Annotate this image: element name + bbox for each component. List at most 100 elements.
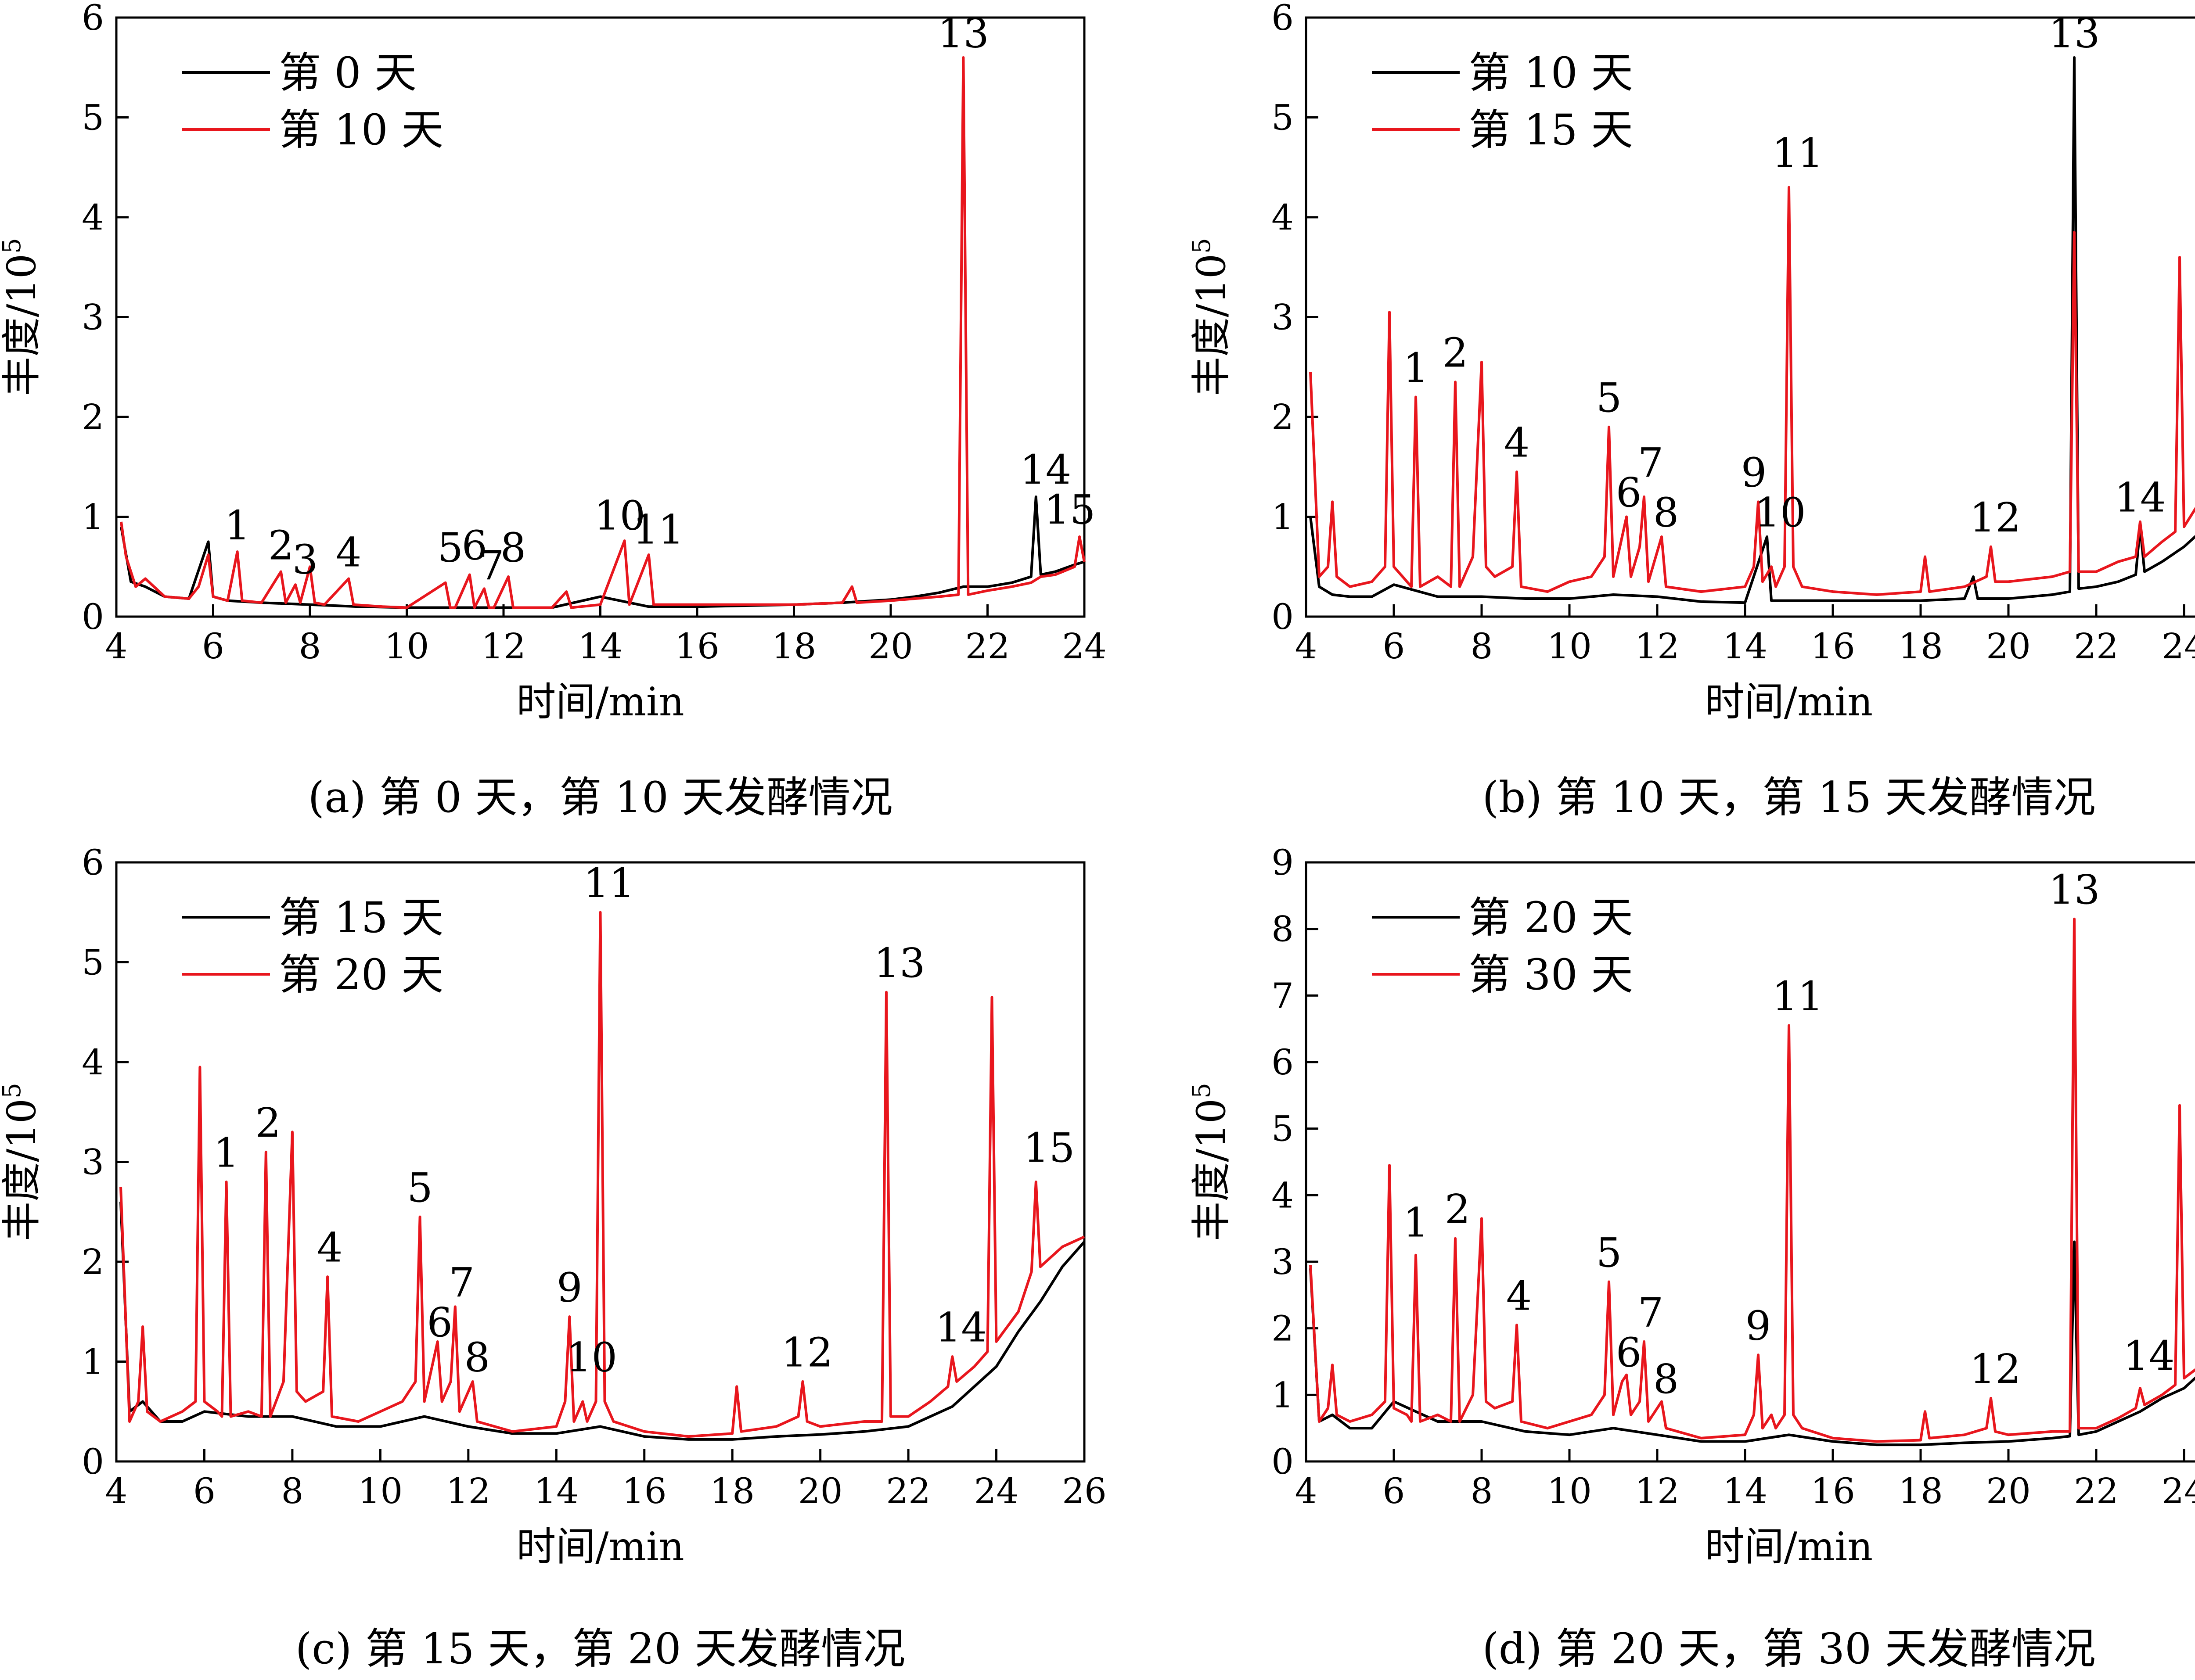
peak-label: 5 <box>1596 374 1622 421</box>
y-tick-label: 6 <box>82 0 104 38</box>
peak-label: 12 <box>1969 1346 2021 1393</box>
panel-caption: (c) 第 15 天，第 20 天发酵情况 <box>295 1624 906 1673</box>
peak-label: 2 <box>1443 330 1468 377</box>
peak-label: 7 <box>479 542 504 589</box>
x-tick-label: 4 <box>1295 626 1317 667</box>
panel-caption: (a) 第 0 天，第 10 天发酵情况 <box>308 773 893 822</box>
x-tick-label: 16 <box>1810 626 1855 667</box>
peak-label: 5 <box>437 524 463 571</box>
x-tick-label: 8 <box>1471 1471 1493 1511</box>
y-tick-label: 4 <box>1271 197 1294 238</box>
y-tick-label: 0 <box>1271 596 1294 637</box>
peak-label: 9 <box>557 1264 583 1311</box>
peak-label: 13 <box>2048 10 2100 57</box>
y-tick-label: 5 <box>1271 1109 1294 1149</box>
peak-label: 7 <box>449 1259 475 1306</box>
x-tick-label: 12 <box>481 626 526 667</box>
legend-label: 第 15 天 <box>279 893 443 942</box>
chart-panel-2: 4 6 8 10 12 14 16 18 20 22 24 260123456时间/min丰度/105… <box>0 842 1107 1673</box>
y-tick-label: 4 <box>1271 1175 1294 1216</box>
peak-label: 4 <box>1504 419 1530 466</box>
peak-label: 7 <box>1638 439 1664 486</box>
peak-label: 4 <box>1506 1272 1532 1319</box>
peak-label: 3 <box>292 536 318 583</box>
x-tick-label: 8 <box>281 1471 303 1511</box>
y-tick-label: 3 <box>82 1142 104 1183</box>
y-tick-label: 8 <box>1271 909 1294 950</box>
peak-label: 13 <box>2048 866 2100 913</box>
x-tick-label: 10 <box>385 626 429 667</box>
x-tick-label: 4 <box>1295 1471 1317 1511</box>
y-tick-label: 5 <box>82 97 104 138</box>
x-tick-label: 10 <box>358 1471 403 1511</box>
y-axis-title: 丰度/105 <box>0 1083 45 1241</box>
y-tick-label: 3 <box>82 297 104 338</box>
legend-label: 第 20 天 <box>279 950 443 999</box>
x-tick-label: 14 <box>578 626 623 667</box>
plot-frame <box>1305 861 2195 1463</box>
legend-label: 第 10 天 <box>279 105 443 154</box>
x-tick-label: 22 <box>886 1471 931 1511</box>
y-tick-label: 5 <box>1271 97 1294 138</box>
y-tick-label: 6 <box>1271 1042 1294 1083</box>
series-line-1 <box>1309 917 2195 1443</box>
x-tick-label: 26 <box>1062 1471 1107 1511</box>
y-tick-label: 4 <box>82 1042 104 1083</box>
x-tick-label: 14 <box>1723 1471 1767 1511</box>
peak-label: 8 <box>464 1334 490 1381</box>
x-tick-label: 24 <box>2162 626 2195 667</box>
peak-label: 1 <box>1403 1199 1429 1246</box>
y-tick-label: 2 <box>1271 1308 1294 1349</box>
peak-label: 9 <box>1745 1303 1771 1350</box>
y-tick-label: 0 <box>82 596 104 637</box>
y-tick-label: 2 <box>1271 397 1294 438</box>
peak-label: 12 <box>781 1329 833 1376</box>
series-line-0 <box>1309 56 2195 604</box>
x-tick-label: 20 <box>868 626 913 667</box>
panel-caption: (b) 第 10 天，第 15 天发酵情况 <box>1482 773 2095 822</box>
y-tick-label: 3 <box>1271 1242 1294 1282</box>
x-tick-label: 24 <box>2162 1471 2195 1511</box>
x-tick-label: 22 <box>2074 1471 2119 1511</box>
peak-label: 1 <box>224 502 250 549</box>
peak-label: 9 <box>1741 449 1767 496</box>
x-axis-title: 时间/min <box>516 679 684 725</box>
peak-label: 14 <box>1020 446 1071 493</box>
peak-label: 11 <box>1772 973 1823 1020</box>
y-tick-label: 9 <box>1271 842 1294 883</box>
y-tick-label: 1 <box>82 1342 104 1382</box>
peak-label: 14 <box>2123 1332 2174 1379</box>
peak-label: 5 <box>1596 1229 1622 1276</box>
x-tick-label: 12 <box>1635 626 1680 667</box>
x-tick-label: 18 <box>772 626 817 667</box>
peak-label: 10 <box>594 492 645 539</box>
peak-label: 10 <box>1754 489 1806 536</box>
x-tick-label: 6 <box>1383 1471 1405 1511</box>
peak-label: 11 <box>633 506 684 553</box>
y-tick-label: 4 <box>82 197 104 238</box>
x-tick-label: 18 <box>1898 626 1943 667</box>
y-tick-label: 1 <box>82 497 104 538</box>
peak-label: 2 <box>1445 1186 1471 1233</box>
peak-label: 1 <box>1403 345 1429 391</box>
y-tick-label: 6 <box>82 842 104 883</box>
legend-label: 第 0 天 <box>279 48 417 97</box>
peak-label: 8 <box>1653 1356 1679 1403</box>
peak-label: 12 <box>1969 494 2021 541</box>
x-tick-label: 6 <box>1383 626 1405 667</box>
chart-panel-3: 4681012141618202224260123456789时间/min丰度/… <box>1187 842 2195 1673</box>
x-tick-label: 6 <box>193 1471 216 1511</box>
x-tick-label: 20 <box>1986 626 2031 667</box>
y-tick-label: 3 <box>1271 297 1294 338</box>
peak-label: 4 <box>317 1224 343 1271</box>
peak-label: 15 <box>1023 1124 1075 1171</box>
x-tick-label: 24 <box>974 1471 1019 1511</box>
y-tick-label: 2 <box>82 1242 104 1282</box>
x-tick-label: 8 <box>1471 626 1493 667</box>
peak-label: 13 <box>874 940 925 987</box>
x-tick-label: 4 <box>105 626 128 667</box>
y-tick-label: 7 <box>1271 975 1294 1016</box>
x-axis-title: 时间/min <box>1705 1524 1873 1570</box>
x-tick-label: 10 <box>1547 1471 1592 1511</box>
